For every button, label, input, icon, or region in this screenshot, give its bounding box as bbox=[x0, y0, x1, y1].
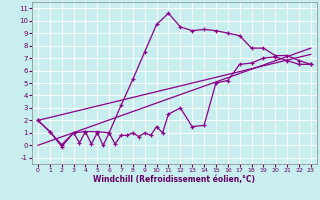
X-axis label: Windchill (Refroidissement éolien,°C): Windchill (Refroidissement éolien,°C) bbox=[93, 175, 255, 184]
